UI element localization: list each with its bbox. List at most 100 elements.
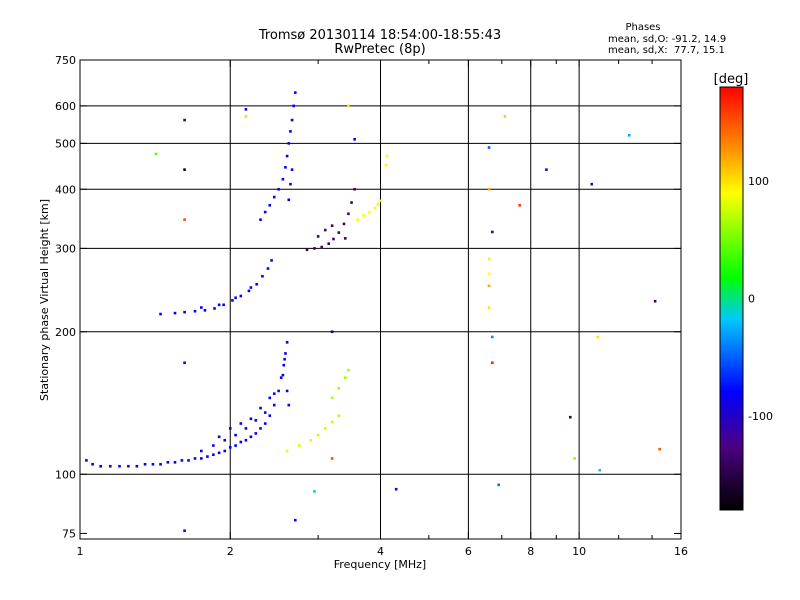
x-tick-label: 1 xyxy=(77,545,84,558)
data-point xyxy=(282,363,286,367)
data-point xyxy=(487,272,491,276)
data-point xyxy=(173,311,177,315)
data-point xyxy=(305,248,309,252)
data-point xyxy=(154,152,158,156)
x-axis-label: Frequency [MHz] xyxy=(334,558,426,571)
y-axis-ticks: 75 100 200 300 400 500 600 750 xyxy=(55,54,681,540)
data-point xyxy=(343,376,347,379)
chart-subtitle: RwPretec (8p) xyxy=(334,42,425,57)
data-point xyxy=(259,218,262,221)
data-point xyxy=(573,457,577,460)
phase-heading: Phases xyxy=(625,22,660,33)
colorbar-label: [deg] xyxy=(714,72,749,87)
data-point xyxy=(200,306,203,309)
data-points xyxy=(85,91,661,533)
data-point xyxy=(368,210,371,214)
data-point xyxy=(135,464,139,468)
data-point xyxy=(568,415,572,419)
data-point xyxy=(206,455,209,458)
data-point xyxy=(254,419,258,422)
data-point xyxy=(362,214,365,217)
data-point xyxy=(491,361,494,365)
data-point xyxy=(487,187,491,191)
data-point xyxy=(332,237,335,241)
data-point xyxy=(244,438,248,442)
data-point xyxy=(284,352,287,355)
data-point xyxy=(91,462,94,466)
data-point xyxy=(330,330,334,334)
data-point xyxy=(261,274,264,278)
data-point xyxy=(234,296,237,300)
data-point xyxy=(213,307,216,310)
colorbar-tick-label: 100 xyxy=(748,175,769,188)
data-point xyxy=(292,104,295,108)
data-point xyxy=(277,389,280,393)
data-point xyxy=(285,341,289,344)
data-point xyxy=(228,446,232,449)
data-point xyxy=(337,414,341,417)
data-point xyxy=(294,518,297,522)
data-point xyxy=(244,427,248,430)
data-point xyxy=(166,461,170,464)
data-point xyxy=(249,435,253,439)
data-point xyxy=(487,257,491,261)
data-point xyxy=(379,199,382,203)
phase-mean-o: mean, sd,O: -91.2, 14.9 xyxy=(608,34,726,45)
data-point xyxy=(231,299,234,302)
data-point xyxy=(249,286,253,289)
data-point xyxy=(385,154,389,158)
data-point xyxy=(497,483,500,487)
colorbar-tick-label: 0 xyxy=(748,293,755,306)
data-point xyxy=(99,464,102,468)
data-point xyxy=(187,459,190,462)
data-point xyxy=(183,168,186,171)
data-point xyxy=(212,453,215,456)
y-tick-label: 200 xyxy=(55,326,76,339)
data-point xyxy=(127,464,130,468)
data-point xyxy=(159,312,162,316)
data-point xyxy=(200,449,203,453)
data-point xyxy=(287,198,291,202)
data-point xyxy=(268,414,272,417)
data-point xyxy=(287,142,291,145)
data-point xyxy=(330,420,334,424)
data-point xyxy=(487,284,491,288)
data-point xyxy=(279,376,283,379)
data-point xyxy=(347,212,350,216)
data-point xyxy=(313,490,316,493)
data-point xyxy=(217,303,221,307)
data-point xyxy=(277,187,280,191)
data-point xyxy=(289,130,292,133)
data-point xyxy=(284,166,287,169)
data-point xyxy=(309,438,313,442)
data-point xyxy=(290,168,294,171)
data-point xyxy=(491,230,494,234)
data-point xyxy=(85,459,88,462)
x-tick-label: 4 xyxy=(377,545,384,558)
data-point xyxy=(247,289,251,293)
data-point xyxy=(598,468,602,472)
data-point xyxy=(263,210,267,214)
data-point xyxy=(653,299,657,303)
data-point xyxy=(384,163,388,167)
data-point xyxy=(590,182,594,186)
y-tick-label: 600 xyxy=(55,100,76,113)
data-point xyxy=(337,231,341,234)
data-point xyxy=(217,451,221,455)
y-tick-label: 500 xyxy=(55,137,76,150)
data-point xyxy=(330,396,334,400)
data-point xyxy=(285,154,289,158)
data-point xyxy=(323,228,327,232)
data-point xyxy=(259,406,262,410)
data-point xyxy=(173,461,177,464)
data-point xyxy=(596,335,600,339)
data-point xyxy=(193,457,197,460)
data-point xyxy=(289,182,292,186)
data-point xyxy=(108,464,112,468)
y-tick-label: 400 xyxy=(55,183,76,196)
data-point xyxy=(263,411,267,414)
phase-mean-x: mean, sd,X: 77.7, 15.1 xyxy=(608,45,725,56)
data-point xyxy=(297,444,301,447)
data-point xyxy=(183,310,186,314)
